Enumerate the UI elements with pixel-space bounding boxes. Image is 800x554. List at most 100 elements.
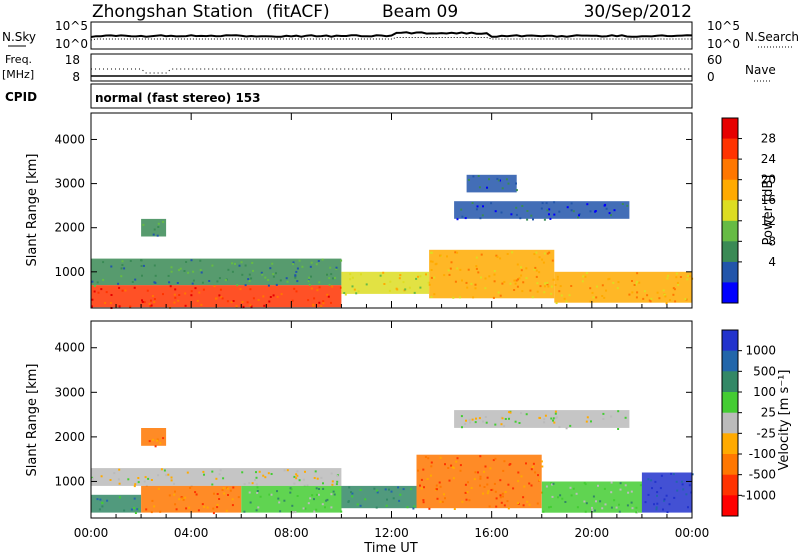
speckle	[454, 280, 457, 283]
speckle	[320, 476, 323, 479]
speckle	[550, 417, 553, 420]
speckle	[551, 495, 554, 498]
colorbar-swatch	[722, 474, 738, 496]
speckle	[214, 297, 217, 300]
speckle	[227, 268, 230, 271]
colorbar-tick-label: 12	[761, 214, 776, 228]
speckle	[313, 297, 316, 300]
speckle	[488, 275, 491, 278]
speckle	[654, 480, 657, 483]
speckle	[536, 290, 539, 293]
speckle	[658, 297, 661, 300]
speckle	[525, 462, 527, 465]
speckle	[520, 274, 523, 277]
speckle	[397, 486, 400, 489]
speckle	[249, 501, 252, 504]
speckle	[154, 281, 157, 284]
speckle	[495, 505, 498, 508]
speckle	[547, 285, 550, 288]
noise-left-tick-bottom: 10^0	[55, 37, 88, 51]
speckle	[584, 510, 587, 513]
power-y-axis: 1000 2000 3000 4000	[54, 132, 692, 279]
region-5	[454, 201, 630, 219]
speckle	[666, 277, 669, 280]
speckle	[170, 479, 173, 482]
speckle	[330, 301, 332, 304]
speckle	[137, 477, 140, 479]
speckle	[537, 474, 539, 477]
speckle	[621, 203, 624, 205]
speckle	[439, 485, 442, 488]
speckle	[507, 507, 510, 510]
speckle	[431, 260, 434, 263]
speckle	[499, 294, 502, 297]
speckle	[504, 491, 507, 493]
speckle	[262, 295, 265, 298]
x-tick-label: 16:00	[474, 526, 509, 540]
speckle	[145, 508, 148, 511]
speckle	[493, 273, 496, 276]
speckle	[186, 471, 189, 474]
speckle	[464, 491, 467, 494]
speckle	[617, 428, 620, 430]
speckle	[558, 210, 561, 213]
noise-left-tick-top: 10^5	[55, 19, 88, 33]
speckle	[669, 299, 671, 302]
speckle	[218, 498, 221, 500]
speckle	[134, 278, 137, 281]
speckle	[99, 498, 102, 501]
nave-tick-bottom: 0	[707, 70, 715, 84]
speckle	[212, 507, 215, 510]
speckle	[673, 496, 676, 499]
speckle	[153, 301, 156, 304]
speckle	[198, 291, 201, 294]
speckle	[636, 280, 639, 283]
region-1	[91, 258, 342, 286]
speckle	[413, 505, 416, 508]
speckle	[507, 483, 510, 486]
speckle	[446, 255, 448, 258]
speckle	[296, 470, 299, 473]
speckle	[222, 487, 225, 490]
speckle	[355, 292, 358, 295]
speckle	[430, 251, 433, 254]
speckle	[466, 491, 469, 494]
region-5	[341, 485, 417, 509]
speckle	[525, 413, 528, 416]
speckle	[419, 484, 421, 487]
speckle	[503, 425, 506, 428]
speckle	[312, 303, 315, 306]
speckle	[441, 500, 444, 503]
speckle	[173, 482, 175, 485]
speckle	[150, 304, 153, 307]
speckle	[105, 291, 108, 294]
speckle	[156, 439, 159, 442]
speckle	[518, 277, 521, 280]
speckle	[475, 256, 478, 259]
speckle	[552, 278, 555, 281]
speckle	[235, 305, 238, 308]
colorbar-tick-label: 500	[753, 364, 776, 378]
speckle	[602, 412, 605, 415]
speckle	[554, 284, 557, 286]
speckle	[257, 299, 260, 301]
speckle	[386, 498, 388, 501]
speckle	[659, 487, 662, 490]
noise-left-label: N.Sky	[2, 30, 36, 44]
speckle	[256, 486, 259, 489]
speckle	[477, 471, 479, 474]
speckle	[293, 475, 296, 478]
speckle	[243, 483, 246, 486]
speckle	[91, 477, 94, 480]
speckle	[188, 506, 191, 509]
speckle	[102, 261, 105, 264]
speckle	[293, 482, 296, 485]
speckle	[464, 423, 467, 425]
speckle	[449, 267, 452, 270]
speckle	[501, 417, 504, 420]
speckle	[472, 296, 475, 299]
speckle	[461, 279, 463, 282]
colorbar-frame	[721, 117, 739, 304]
speckle	[635, 296, 638, 299]
speckle	[194, 287, 197, 290]
